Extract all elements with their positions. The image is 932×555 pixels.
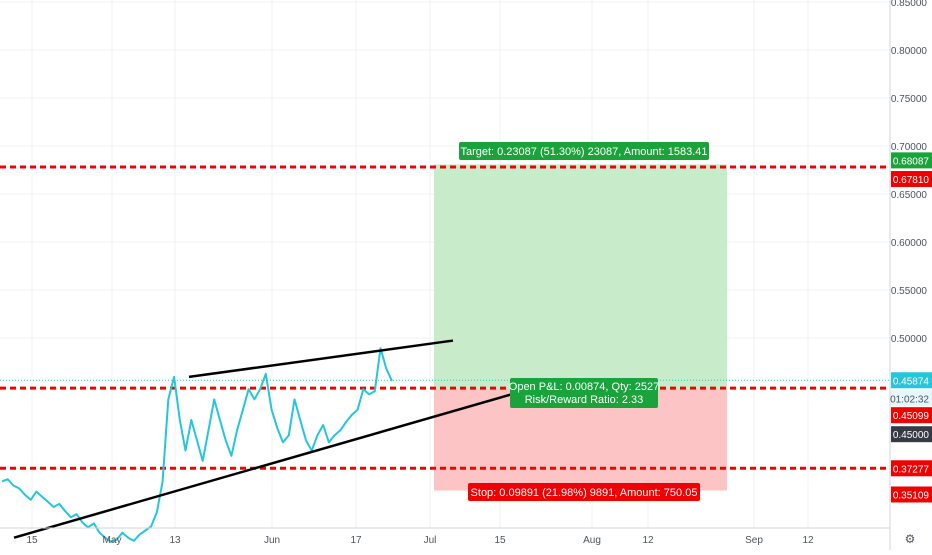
price-tag: 0.45874 (891, 372, 932, 389)
time-tick-label: Aug (583, 535, 601, 546)
countdown-tag-bg (891, 390, 932, 407)
pnl-box-bg (510, 378, 658, 408)
price-tag-label: 0.68087 (893, 156, 930, 167)
target-label: Target: 0.23087 (51.30%) 23087, Amount: … (459, 142, 709, 160)
price-tag-bg (891, 171, 932, 188)
stop-label: Stop: 0.09891 (21.98%) 9891, Amount: 750… (468, 483, 700, 501)
time-tick-label: Jun (264, 535, 280, 546)
countdown-label: 01:02:32 (890, 394, 929, 405)
price-tick-label: 0.75000 (891, 94, 928, 105)
price-tag-label: 0.45099 (893, 411, 930, 422)
position-labels: Target: 0.23087 (51.30%) 23087, Amount: … (459, 142, 709, 501)
price-line (1, 347, 393, 543)
price-tag-label: 0.37277 (893, 464, 930, 475)
time-tick-label: Sep (745, 535, 763, 546)
trendlines-layer (13, 339, 546, 539)
price-tag-bg (891, 460, 932, 477)
stop-label-text: Stop: 0.09891 (21.98%) 9891, Amount: 750… (471, 487, 698, 499)
price-tag: 0.35109 (891, 486, 932, 503)
price-tag-bg (891, 486, 932, 503)
upper-trendline (188, 339, 454, 379)
risk-reward-text: Risk/Reward Ratio: 2.33 (525, 394, 644, 406)
target-label-text: Target: 0.23087 (51.30%) 23087, Amount: … (460, 146, 707, 158)
price-tag-bg (891, 426, 932, 443)
countdown-tag: 01:02:32 (890, 390, 932, 407)
price-tick-label: 0.85000 (891, 0, 928, 9)
time-tick-label: Jul (424, 535, 437, 546)
time-tick-label: May (103, 535, 122, 546)
price-tag: 0.68087 (891, 152, 932, 169)
price-tag-bg (891, 407, 932, 424)
price-series-layer (1, 347, 393, 543)
lower-trendline (13, 383, 546, 539)
time-tick-label: 15 (494, 535, 506, 546)
price-tag-label: 0.45874 (893, 376, 930, 387)
pnl-box: Open P&L: 0.00874, Qty: 2527Risk/Reward … (509, 378, 659, 408)
price-tag: 0.45000 (891, 426, 932, 443)
time-tick-label: 12 (642, 535, 654, 546)
stop-label-bg (468, 483, 700, 501)
price-tag: 0.37277 (891, 460, 932, 477)
price-tag-label: 0.35109 (893, 490, 930, 501)
price-tick-label: 0.65000 (891, 190, 928, 201)
time-axis[interactable]: 15 May 13 Jun 17 Jul 15 Aug 12 Sep 12 ⚙ (0, 527, 916, 546)
target-label-bg (459, 142, 709, 160)
time-tick-label: 13 (169, 535, 181, 546)
price-tick-label: 0.70000 (891, 142, 928, 153)
price-tag: 0.67810 (891, 171, 932, 188)
time-tick-label: 12 (802, 535, 814, 546)
price-tick-label: 0.50000 (891, 334, 928, 345)
time-tick-label: 17 (350, 535, 362, 546)
time-tick-label: 15 (26, 535, 38, 546)
price-tag-bg (891, 152, 932, 169)
price-tag-label: 0.67810 (893, 175, 930, 186)
profit-zone (434, 164, 727, 390)
horizontal-lines (0, 165, 890, 470)
price-axis[interactable]: 0.85000 0.80000 0.75000 0.70000 0.65000 0.600… (889, 0, 932, 550)
settings-icon: ⚙ (905, 532, 916, 546)
price-tag-bg (891, 372, 932, 389)
price-tick-label: 0.80000 (891, 46, 928, 57)
pnl-text: Open P&L: 0.00874, Qty: 2527 (509, 381, 659, 393)
price-tag: 0.45099 (891, 407, 932, 424)
price-tag-label: 0.45000 (893, 430, 930, 441)
price-tick-label: 0.55000 (891, 286, 928, 297)
position-zones (434, 164, 727, 491)
price-tick-label: 0.60000 (891, 238, 928, 249)
